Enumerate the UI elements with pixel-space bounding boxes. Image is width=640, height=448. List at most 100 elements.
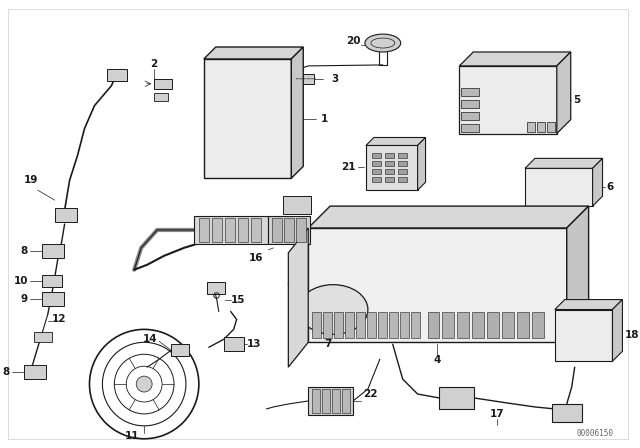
Bar <box>207 282 225 293</box>
Text: 15: 15 <box>230 295 245 305</box>
Bar <box>224 337 244 351</box>
Bar <box>487 313 499 338</box>
Polygon shape <box>291 47 303 178</box>
Polygon shape <box>366 138 426 146</box>
Bar <box>284 196 311 214</box>
Bar <box>397 153 406 159</box>
Polygon shape <box>289 228 308 367</box>
Bar <box>411 313 420 338</box>
Ellipse shape <box>298 284 368 334</box>
Bar <box>322 389 330 413</box>
Bar <box>537 121 545 132</box>
Bar <box>397 161 406 166</box>
Text: 14: 14 <box>143 334 157 345</box>
Polygon shape <box>555 310 612 361</box>
Bar <box>225 218 235 242</box>
Bar <box>367 313 376 338</box>
Bar <box>199 218 209 242</box>
Bar <box>42 244 63 258</box>
Bar <box>388 313 397 338</box>
Bar <box>372 161 381 166</box>
Polygon shape <box>460 52 571 66</box>
Bar <box>154 93 168 101</box>
Bar <box>334 313 343 338</box>
Text: 9: 9 <box>20 293 28 304</box>
Bar <box>34 332 52 342</box>
Text: 6: 6 <box>607 182 614 192</box>
Text: 17: 17 <box>490 409 504 419</box>
Text: 12: 12 <box>52 314 66 324</box>
Bar <box>268 151 277 164</box>
Polygon shape <box>204 59 291 178</box>
Bar <box>442 313 454 338</box>
Bar <box>154 79 172 89</box>
Polygon shape <box>555 300 623 310</box>
Text: 19: 19 <box>24 175 38 185</box>
Bar <box>345 313 354 338</box>
Circle shape <box>136 376 152 392</box>
Text: 10: 10 <box>13 276 28 286</box>
Bar <box>312 389 320 413</box>
Text: 8: 8 <box>20 246 28 256</box>
Bar <box>517 313 529 338</box>
Bar <box>212 218 221 242</box>
Text: 22: 22 <box>363 389 378 399</box>
Bar <box>372 169 381 174</box>
Bar <box>397 177 406 182</box>
Polygon shape <box>460 66 557 134</box>
Bar <box>502 313 514 338</box>
Bar <box>552 404 582 422</box>
Bar <box>308 387 353 415</box>
Polygon shape <box>567 206 589 342</box>
Bar <box>342 389 350 413</box>
Bar <box>532 313 544 338</box>
Ellipse shape <box>365 34 401 52</box>
Text: 21: 21 <box>342 162 356 172</box>
Bar <box>42 292 63 306</box>
Bar <box>323 313 332 338</box>
Bar <box>237 218 248 242</box>
Text: 1: 1 <box>321 114 328 124</box>
Bar <box>547 121 555 132</box>
Text: 20: 20 <box>346 36 361 46</box>
Bar <box>108 69 127 81</box>
Polygon shape <box>557 52 571 134</box>
Bar <box>268 216 310 244</box>
Bar <box>385 161 394 166</box>
Text: 13: 13 <box>246 339 261 349</box>
Bar <box>400 313 409 338</box>
Text: 3: 3 <box>331 74 339 84</box>
Bar <box>332 389 340 413</box>
Bar <box>54 208 77 222</box>
Bar <box>385 177 394 182</box>
Bar <box>226 151 236 164</box>
Bar <box>42 275 61 287</box>
Bar <box>194 216 268 244</box>
Text: 7: 7 <box>324 339 332 349</box>
Bar <box>527 121 535 132</box>
Text: 2: 2 <box>150 59 157 69</box>
Bar <box>250 218 260 242</box>
Bar <box>298 74 314 84</box>
Text: 00006150: 00006150 <box>577 429 614 438</box>
Bar <box>397 169 406 174</box>
Bar <box>312 313 321 338</box>
Text: 8: 8 <box>3 367 10 377</box>
Text: 4: 4 <box>434 355 441 365</box>
Bar <box>212 151 221 164</box>
Bar <box>461 100 479 108</box>
Bar <box>253 151 264 164</box>
Bar <box>372 177 381 182</box>
Polygon shape <box>308 228 567 342</box>
Polygon shape <box>612 300 623 361</box>
Bar <box>461 124 479 132</box>
Bar <box>458 313 469 338</box>
Text: 11: 11 <box>125 431 140 441</box>
Polygon shape <box>308 206 589 228</box>
Bar <box>296 218 306 242</box>
Bar <box>372 153 381 159</box>
Bar <box>461 88 479 96</box>
Bar <box>461 112 479 120</box>
Bar <box>385 153 394 159</box>
Polygon shape <box>204 47 303 59</box>
